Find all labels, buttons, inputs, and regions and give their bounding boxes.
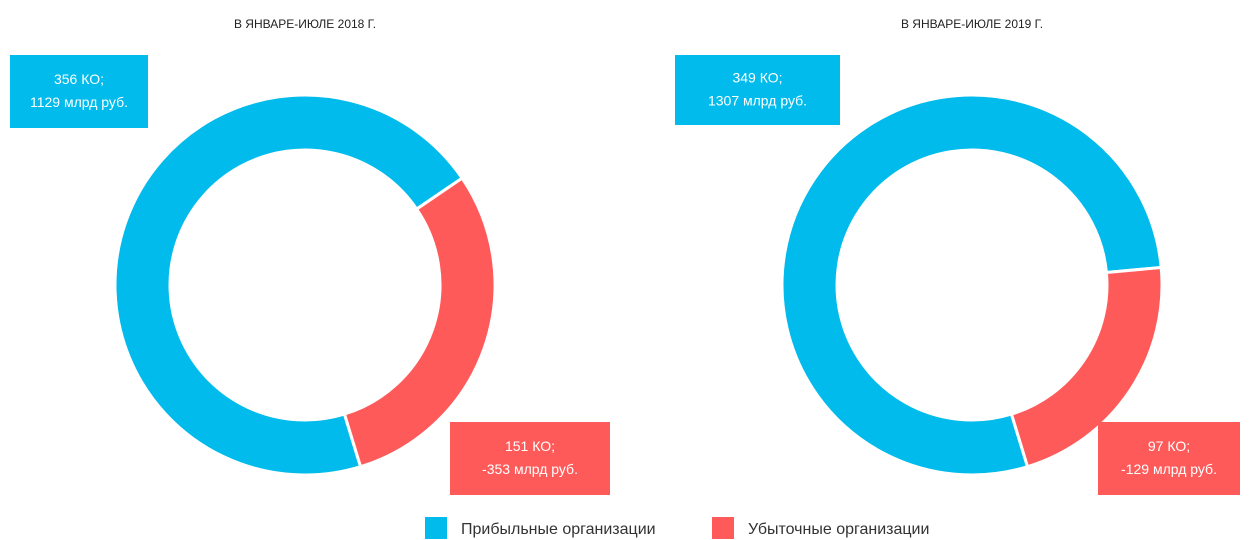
donut-segment bbox=[780, 93, 1163, 477]
label-box bbox=[1098, 422, 1240, 495]
donut-segment bbox=[113, 93, 465, 477]
chart-title: В ЯНВАРЕ-ИЮЛЕ 2018 Г. bbox=[234, 17, 376, 31]
label-box bbox=[675, 55, 840, 125]
value-label: 349 КО; bbox=[732, 70, 782, 86]
value-label: 151 КО; bbox=[505, 438, 555, 454]
amount-label: -353 млрд руб. bbox=[482, 461, 578, 477]
value-label: 97 КО; bbox=[1148, 438, 1190, 454]
value-label: 356 КО; bbox=[54, 71, 104, 87]
label-box bbox=[10, 55, 148, 128]
donut-segment bbox=[342, 176, 497, 469]
legend-swatch bbox=[712, 517, 734, 539]
label-box bbox=[450, 422, 610, 495]
legend-swatch bbox=[425, 517, 447, 539]
amount-label: 1129 млрд руб. bbox=[30, 94, 128, 110]
legend-label: Убыточные организации bbox=[748, 521, 929, 538]
legend-label: Прибыльные организации bbox=[461, 521, 656, 538]
amount-label: 1307 млрд руб. bbox=[708, 93, 807, 109]
donut-segment bbox=[1009, 265, 1164, 469]
amount-label: -129 млрд руб. bbox=[1121, 461, 1217, 477]
chart-title: В ЯНВАРЕ-ИЮЛЕ 2019 Г. bbox=[901, 17, 1043, 31]
